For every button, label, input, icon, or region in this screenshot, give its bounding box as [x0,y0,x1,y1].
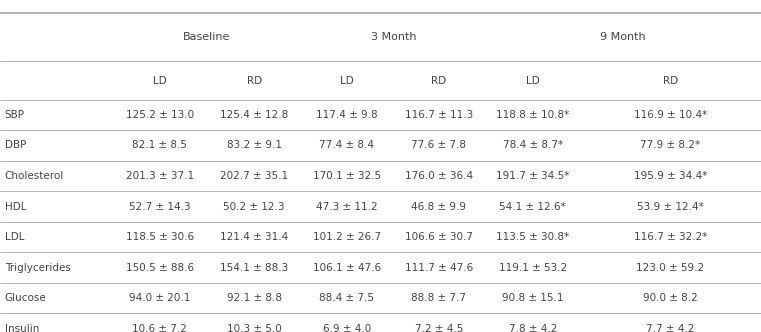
Text: Insulin: Insulin [5,324,39,332]
Text: 116.9 ± 10.4*: 116.9 ± 10.4* [634,110,707,120]
Text: 101.2 ± 26.7: 101.2 ± 26.7 [313,232,380,242]
Text: 3 Month: 3 Month [371,32,416,42]
Text: 77.6 ± 7.8: 77.6 ± 7.8 [411,140,466,150]
Text: 53.9 ± 12.4*: 53.9 ± 12.4* [637,202,704,211]
Text: 10.6 ± 7.2: 10.6 ± 7.2 [132,324,187,332]
Text: 90.0 ± 8.2: 90.0 ± 8.2 [643,293,698,303]
Text: 195.9 ± 34.4*: 195.9 ± 34.4* [634,171,707,181]
Text: 106.1 ± 47.6: 106.1 ± 47.6 [313,263,380,273]
Text: 92.1 ± 8.8: 92.1 ± 8.8 [227,293,282,303]
Text: 125.2 ± 13.0: 125.2 ± 13.0 [126,110,194,120]
Text: 83.2 ± 9.1: 83.2 ± 9.1 [227,140,282,150]
Text: 201.3 ± 37.1: 201.3 ± 37.1 [126,171,194,181]
Text: 7.7 ± 4.2: 7.7 ± 4.2 [646,324,695,332]
Text: 50.2 ± 12.3: 50.2 ± 12.3 [224,202,285,211]
Text: 54.1 ± 12.6*: 54.1 ± 12.6* [499,202,566,211]
Text: 150.5 ± 88.6: 150.5 ± 88.6 [126,263,194,273]
Text: Baseline: Baseline [183,32,231,42]
Text: 116.7 ± 11.3: 116.7 ± 11.3 [405,110,473,120]
Text: 6.9 ± 4.0: 6.9 ± 4.0 [323,324,371,332]
Text: Glucose: Glucose [5,293,46,303]
Text: RD: RD [663,75,678,86]
Text: 202.7 ± 35.1: 202.7 ± 35.1 [220,171,288,181]
Text: 121.4 ± 31.4: 121.4 ± 31.4 [220,232,288,242]
Text: 117.4 ± 9.8: 117.4 ± 9.8 [316,110,377,120]
Text: 10.3 ± 5.0: 10.3 ± 5.0 [227,324,282,332]
Text: LD: LD [339,75,354,86]
Text: DBP: DBP [5,140,26,150]
Text: 78.4 ± 8.7*: 78.4 ± 8.7* [502,140,563,150]
Text: Triglycerides: Triglycerides [5,263,71,273]
Text: 9 Month: 9 Month [600,32,646,42]
Text: 47.3 ± 11.2: 47.3 ± 11.2 [316,202,377,211]
Text: 176.0 ± 36.4: 176.0 ± 36.4 [405,171,473,181]
Text: Cholesterol: Cholesterol [5,171,64,181]
Text: 111.7 ± 47.6: 111.7 ± 47.6 [405,263,473,273]
Text: 94.0 ± 20.1: 94.0 ± 20.1 [129,293,190,303]
Text: 123.0 ± 59.2: 123.0 ± 59.2 [636,263,705,273]
Text: SBP: SBP [5,110,24,120]
Text: 88.4 ± 7.5: 88.4 ± 7.5 [319,293,374,303]
Text: 7.8 ± 4.2: 7.8 ± 4.2 [508,324,557,332]
Text: 116.7 ± 32.2*: 116.7 ± 32.2* [634,232,707,242]
Text: RD: RD [431,75,446,86]
Text: 154.1 ± 88.3: 154.1 ± 88.3 [220,263,288,273]
Text: LD: LD [526,75,540,86]
Text: RD: RD [247,75,262,86]
Text: 125.4 ± 12.8: 125.4 ± 12.8 [220,110,288,120]
Text: 118.8 ± 10.8*: 118.8 ± 10.8* [496,110,569,120]
Text: 106.6 ± 30.7: 106.6 ± 30.7 [405,232,473,242]
Text: 119.1 ± 53.2: 119.1 ± 53.2 [498,263,567,273]
Text: LDL: LDL [5,232,24,242]
Text: 77.4 ± 8.4: 77.4 ± 8.4 [319,140,374,150]
Text: LD: LD [153,75,167,86]
Text: 82.1 ± 8.5: 82.1 ± 8.5 [132,140,187,150]
Text: 52.7 ± 14.3: 52.7 ± 14.3 [129,202,190,211]
Text: 77.9 ± 8.2*: 77.9 ± 8.2* [640,140,701,150]
Text: 7.2 ± 4.5: 7.2 ± 4.5 [415,324,463,332]
Text: 113.5 ± 30.8*: 113.5 ± 30.8* [496,232,569,242]
Text: 46.8 ± 9.9: 46.8 ± 9.9 [411,202,466,211]
Text: 88.8 ± 7.7: 88.8 ± 7.7 [411,293,466,303]
Text: 90.8 ± 15.1: 90.8 ± 15.1 [502,293,563,303]
Text: 170.1 ± 32.5: 170.1 ± 32.5 [313,171,380,181]
Text: 118.5 ± 30.6: 118.5 ± 30.6 [126,232,194,242]
Text: HDL: HDL [5,202,26,211]
Text: 191.7 ± 34.5*: 191.7 ± 34.5* [496,171,569,181]
